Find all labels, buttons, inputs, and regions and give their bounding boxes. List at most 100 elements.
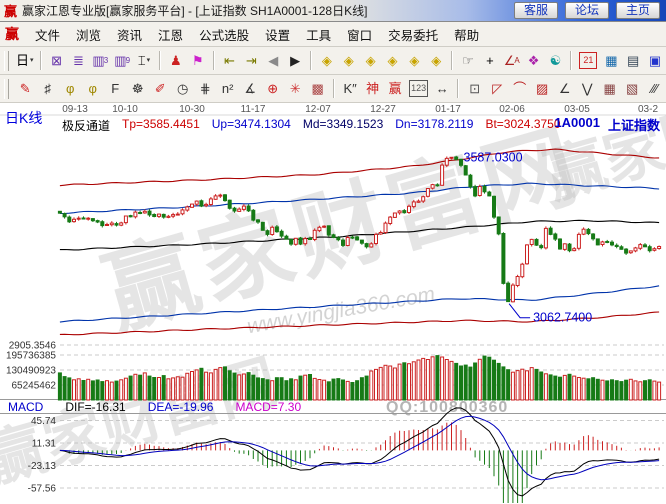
- menubar: 赢 文件 浏览 资讯 江恩 公式选股 设置 工具 窗口 交易委托 帮助: [0, 22, 666, 47]
- k-mark-icon[interactable]: K″: [343, 81, 357, 96]
- forum-button[interactable]: 论坛: [565, 2, 609, 19]
- svg-text:12-27: 12-27: [370, 104, 396, 115]
- trend-angle-icon[interactable]: ∠ A: [503, 53, 520, 68]
- fibonacci-lines-icon[interactable]: F: [111, 81, 120, 96]
- market-overview-icon[interactable]: ⊠: [51, 53, 63, 68]
- minute-chart-9-icon[interactable]: ▥ 9: [114, 53, 131, 68]
- indicator-name: 极反通道: [62, 119, 111, 133]
- zigzag-icon[interactable]: ⋁: [581, 81, 593, 96]
- stock-name: 上证指数: [607, 118, 660, 133]
- angle-measure-icon[interactable]: ∡: [244, 81, 256, 96]
- golden-section-price-icon[interactable]: φ: [65, 81, 75, 96]
- gann-diamond-4-icon[interactable]: ◈: [387, 53, 398, 68]
- svg-text:3062.7400: 3062.7400: [533, 311, 592, 325]
- toolbar-gripper[interactable]: [4, 78, 9, 99]
- marker-brush-icon[interactable]: ✐: [154, 81, 166, 96]
- target-circle-icon[interactable]: ⊕: [267, 81, 279, 96]
- menu-item-tools[interactable]: 工具: [306, 28, 332, 43]
- customer-service-button[interactable]: 客服: [514, 2, 558, 19]
- grid-arrow-icon[interactable]: ▧: [626, 81, 639, 96]
- hand-drag-icon[interactable]: ☞: [462, 53, 474, 68]
- menu-item-browse[interactable]: 浏览: [76, 28, 102, 43]
- red-brush-icon[interactable]: ✎: [19, 81, 31, 96]
- calendar-icon[interactable]: 21: [579, 52, 598, 69]
- toolbar-gripper[interactable]: [4, 50, 9, 71]
- last-bar-icon[interactable]: ⇥: [245, 53, 257, 68]
- n-square-icon[interactable]: n²: [221, 81, 234, 96]
- macd-dea-value: DEA=-19.96: [147, 400, 214, 414]
- quote-list-icon[interactable]: ≣: [72, 53, 84, 68]
- ruler-123-icon[interactable]: 123: [409, 80, 428, 97]
- svg-text:02-06: 02-06: [499, 104, 525, 115]
- menu-item-gann[interactable]: 江恩: [158, 28, 184, 43]
- menu-logo-icon: 赢: [5, 26, 19, 42]
- menu-items: 文件 浏览 资讯 江恩 公式选股 设置 工具 窗口 交易委托 帮助: [27, 23, 487, 46]
- golden-section-space-icon[interactable]: φ: [88, 81, 97, 96]
- toolbar-separator: [310, 51, 312, 70]
- homepage-button[interactable]: 主页: [616, 2, 660, 19]
- gift-tool-icon[interactable]: ❖: [527, 53, 540, 68]
- indicator-header: 极反通道 Tp=3585.4451 Up=3474.1304 Md=3349.1…: [62, 117, 561, 134]
- shen-tool-icon[interactable]: 神: [366, 81, 380, 96]
- minute-chart-3-icon[interactable]: ▥ 3: [92, 53, 109, 68]
- macd-label: MACD: [8, 400, 44, 414]
- width-measure-icon[interactable]: ↔: [435, 81, 449, 96]
- gann-diamond-5-icon[interactable]: ◈: [409, 53, 420, 68]
- box-select-icon[interactable]: ⊡: [469, 81, 481, 96]
- toolbar-separator: [39, 51, 42, 70]
- menu-item-window[interactable]: 窗口: [347, 28, 373, 43]
- svg-text:-57.56: -57.56: [28, 484, 57, 495]
- kline-period-selector[interactable]: 日 ▾: [16, 53, 34, 68]
- svg-text:03-05: 03-05: [564, 104, 590, 115]
- indicator-up-value: Up=3474.1304: [211, 117, 291, 131]
- titlebar[interactable]: 赢 赢家江恩专业版[赢家服务平台] - [上证指数 SH1A0001-128日K…: [0, 0, 666, 22]
- gann-diamond-6-icon[interactable]: ◈: [431, 53, 442, 68]
- gann-diamond-1-icon[interactable]: ◈: [321, 53, 332, 68]
- toolbar-row1: 日 ▾ ⊠ ≣ ▥ 3 ▥ 9 ⌶ ▾ ♟ ⚑ ⇤ ⇥ ◀ ▶ ◈ ◈ ◈ ◈ ◈ ◈ ☞ + ∠ A ❖ ☯ 21 ▦ ▤ ▣: [0, 47, 666, 75]
- grid-icon[interactable]: ▦: [603, 81, 616, 96]
- gann-rays-icon[interactable]: ▨: [536, 81, 549, 96]
- menu-item-file[interactable]: 文件: [35, 28, 61, 43]
- menu-item-settings[interactable]: 设置: [265, 28, 291, 43]
- svg-text:11-17: 11-17: [241, 104, 266, 115]
- svg-text:3587.0300: 3587.0300: [464, 150, 523, 164]
- kline-tab-label[interactable]: 日K线: [5, 110, 43, 126]
- gann-wheel-icon[interactable]: ◷: [177, 81, 189, 96]
- ying-tool-icon[interactable]: 赢: [388, 81, 402, 96]
- toolbar-separator: [451, 51, 454, 70]
- svg-text:10-30: 10-30: [179, 104, 205, 115]
- gann-diamond-2-icon[interactable]: ◈: [343, 53, 354, 68]
- candle-style-selector[interactable]: ⌶ ▾: [137, 53, 151, 68]
- gann-diamond-3-icon[interactable]: ◈: [365, 53, 376, 68]
- parallel-lines-icon[interactable]: ∕∕∕: [651, 81, 658, 96]
- menu-item-news[interactable]: 资讯: [117, 28, 143, 43]
- first-bar-icon[interactable]: ⇤: [224, 53, 235, 68]
- menu-item-trade-order[interactable]: 交易委托: [388, 28, 439, 43]
- menu-item-formula-stock-picker[interactable]: 公式选股: [199, 28, 250, 43]
- svg-text:10-10: 10-10: [112, 104, 138, 115]
- time-fence-icon[interactable]: ⋕: [199, 81, 211, 96]
- svg-text:195736385: 195736385: [6, 351, 56, 362]
- notepad-icon[interactable]: ▤: [627, 53, 640, 68]
- menu-item-help[interactable]: 帮助: [454, 28, 480, 43]
- save-icon[interactable]: ▣: [648, 53, 662, 68]
- toolbar-row2: ✎ ♯ φ φ F ☸ ✐ ◷ ⋕ n² ∡ ⊕ ✳ ▩ K″ 神赢 123 ↔ ⊡ ◸ ⌒ ▨ ∠ ⋁ ▦ ▧ ∕∕∕: [0, 75, 666, 103]
- calculator-icon[interactable]: ▦: [605, 53, 618, 68]
- matrix-square-icon[interactable]: ▩: [311, 81, 324, 96]
- gann-arc-icon[interactable]: ⌒: [513, 81, 527, 96]
- gann-fan-icon[interactable]: ◸: [492, 81, 503, 96]
- spiral-calendar-icon[interactable]: ☸: [131, 81, 144, 96]
- price-fence-icon[interactable]: ♯: [44, 81, 51, 96]
- chip-distribution-icon[interactable]: ♟: [170, 53, 182, 68]
- dragon-tool-icon[interactable]: ☯: [549, 53, 562, 68]
- chart-area[interactable]: 赢家财富网 赢家财富网 赢家财富网 www.yingjia360.com QQ:…: [0, 103, 666, 504]
- color-flag-icon[interactable]: ⚑: [191, 53, 204, 68]
- angle-lines-icon[interactable]: ∠: [558, 81, 571, 96]
- next-stock-icon[interactable]: ▶: [290, 53, 301, 68]
- prev-stock-icon[interactable]: ◀: [268, 53, 279, 68]
- stock-identity: 1A0001 上证指数: [554, 115, 660, 134]
- svg-text:12-07: 12-07: [305, 104, 331, 115]
- star-circle-icon[interactable]: ✳: [289, 81, 301, 96]
- crosshair-icon[interactable]: +: [486, 53, 494, 68]
